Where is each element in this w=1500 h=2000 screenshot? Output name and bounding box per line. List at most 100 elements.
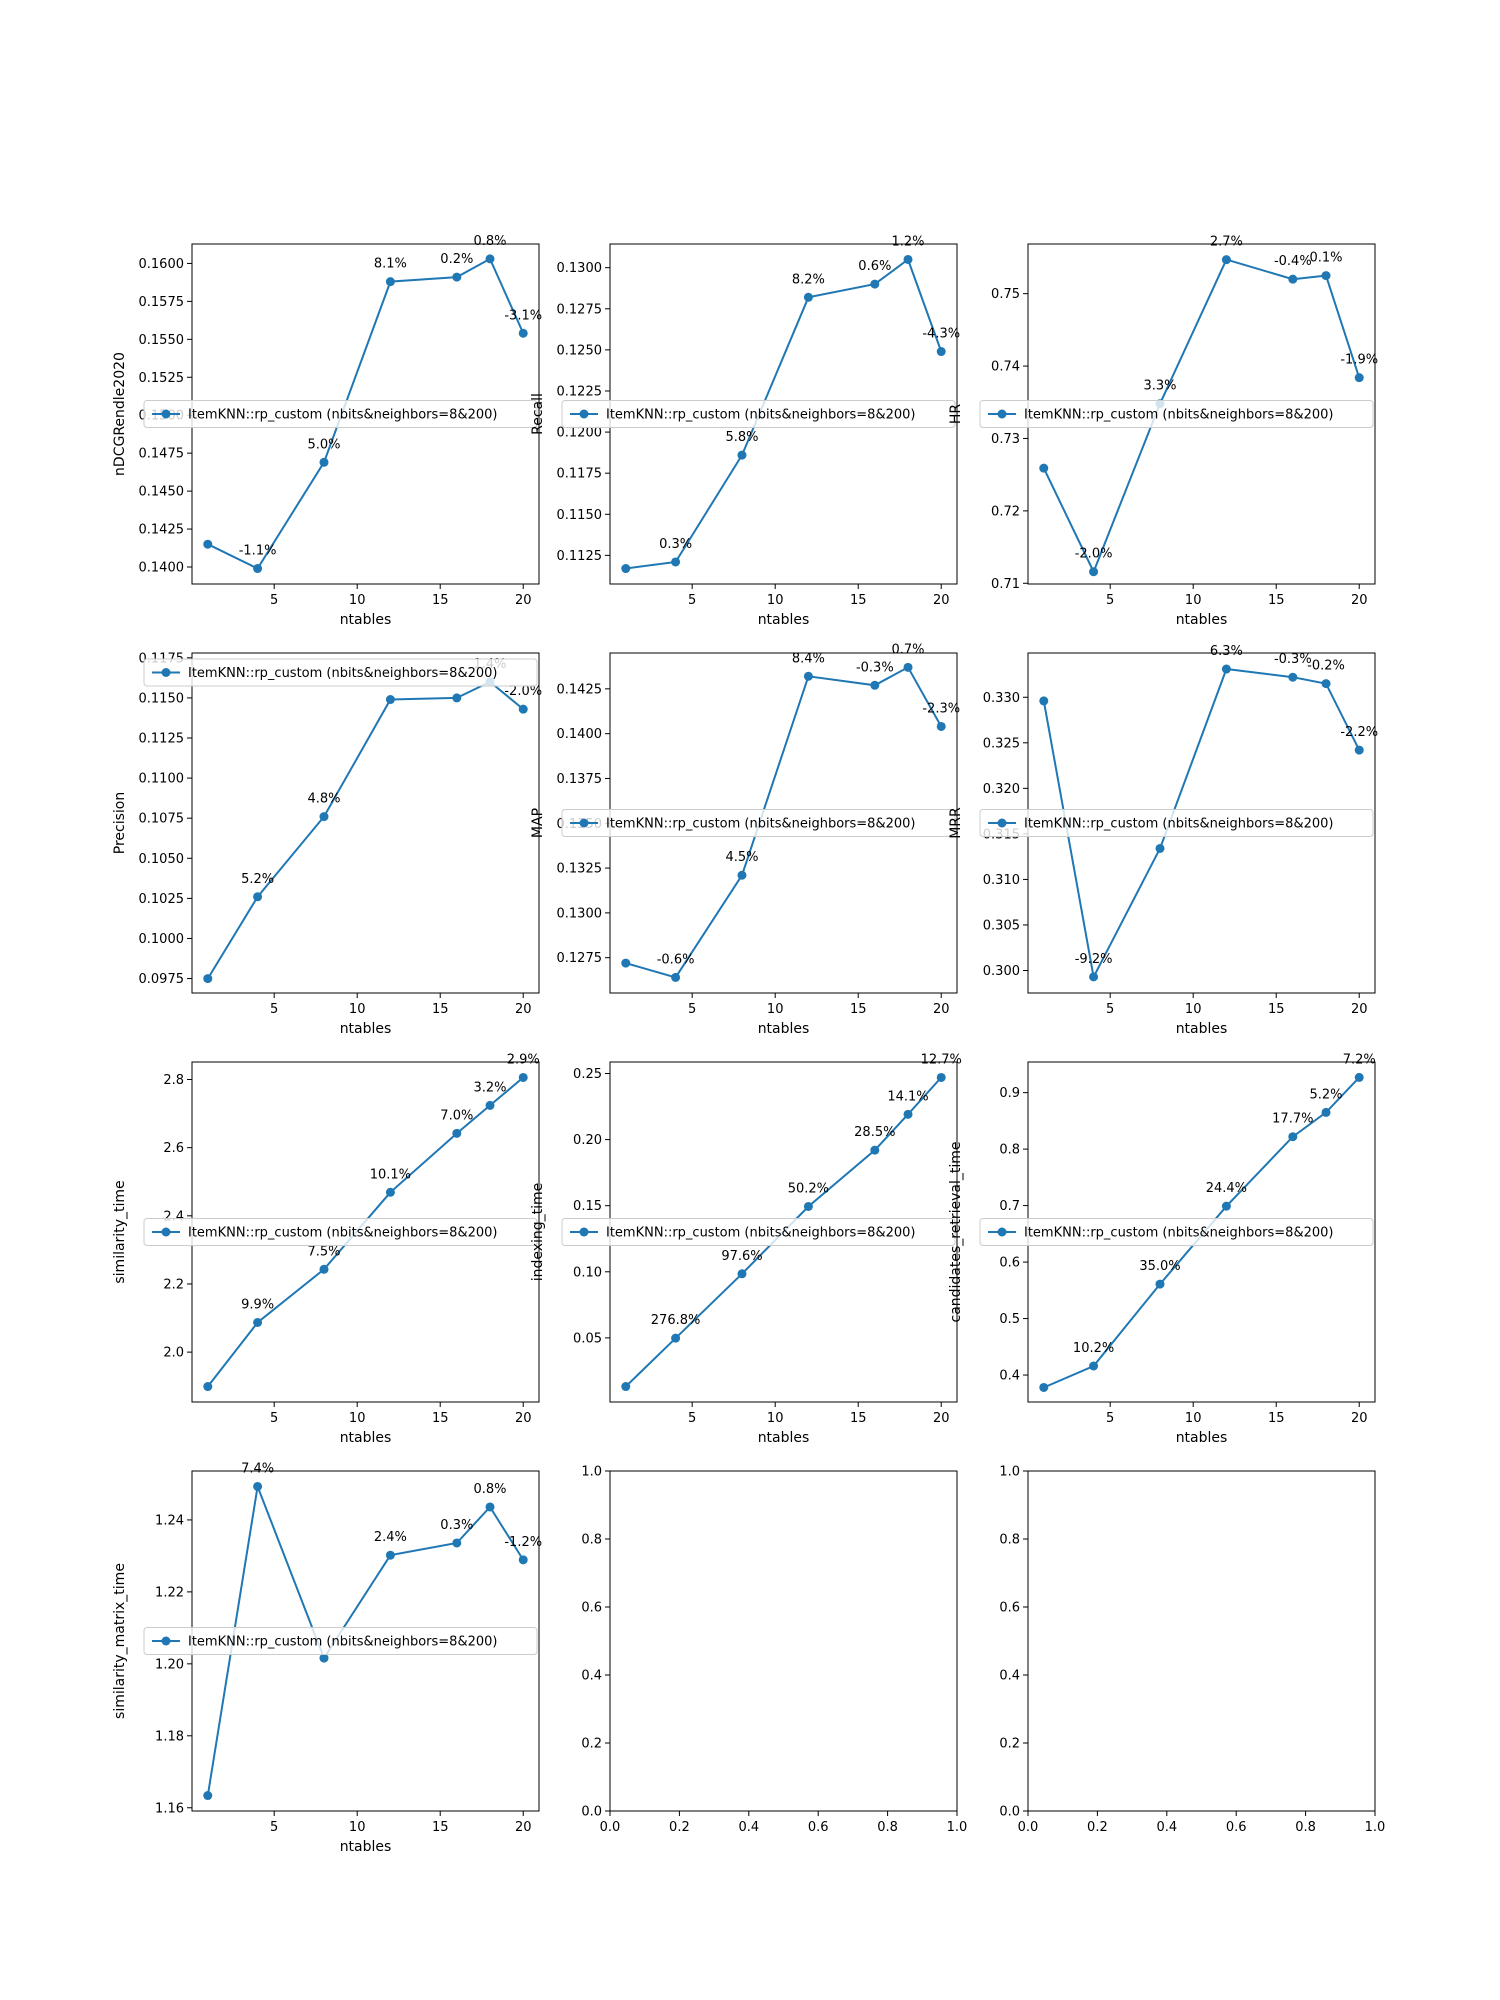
- data-point: [870, 680, 880, 690]
- data-point: [621, 958, 631, 968]
- y-tick-label: 0.0: [581, 1805, 602, 1820]
- y-tick-label: 0.1275: [557, 951, 603, 966]
- y-tick-label: 0.0975: [139, 972, 185, 987]
- x-tick-label: 15: [850, 1002, 867, 1017]
- point-annotation: 5.0%: [307, 437, 340, 452]
- y-tick-label: 0.1300: [557, 261, 603, 276]
- data-point: [1039, 1382, 1049, 1392]
- y-tick-label: 1.0: [999, 1465, 1020, 1480]
- legend-label: ItemKNN::rp_custom (nbits&neighbors=8&20…: [606, 408, 915, 423]
- data-point: [671, 1333, 681, 1343]
- point-annotation: 8.1%: [374, 257, 407, 272]
- point-annotation: 7.5%: [307, 1244, 340, 1259]
- x-tick-label: 0.2: [1087, 1820, 1108, 1835]
- y-tick-label: 0.25: [573, 1067, 602, 1082]
- x-tick-label: 5: [1106, 593, 1114, 608]
- x-tick-label: 15: [432, 1002, 449, 1017]
- y-tick-label: 0.1150: [557, 508, 603, 523]
- x-axis-label: ntables: [758, 1430, 810, 1446]
- point-annotation: -2.2%: [1340, 725, 1378, 740]
- legend-label: ItemKNN::rp_custom (nbits&neighbors=8&20…: [1024, 1226, 1333, 1241]
- legend-label: ItemKNN::rp_custom (nbits&neighbors=8&20…: [1024, 817, 1333, 832]
- data-point: [385, 1550, 395, 1560]
- x-axis-label: ntables: [1176, 612, 1228, 628]
- point-annotation: 12.7%: [921, 1052, 962, 1067]
- point-annotation: 1.2%: [892, 234, 925, 249]
- y-tick-label: 0.1400: [557, 727, 603, 742]
- point-annotation: 276.8%: [651, 1313, 701, 1328]
- data-point: [621, 1382, 631, 1392]
- legend-box: [143, 658, 538, 687]
- y-tick-label: 0.1325: [557, 862, 603, 877]
- x-tick-label: 20: [515, 1411, 532, 1426]
- y-tick-label: 0.15: [573, 1199, 602, 1214]
- legend: ItemKNN::rp_custom (nbits&neighbors=8&20…: [561, 809, 956, 837]
- y-tick-label: 0.4: [581, 1669, 602, 1684]
- subplot-5: 51015200.12750.13000.13250.13500.13750.1…: [530, 642, 960, 1037]
- x-tick-label: 5: [270, 593, 278, 608]
- x-tick-label: 10: [1185, 1002, 1202, 1017]
- point-annotation: 2.4%: [374, 1530, 407, 1545]
- data-point: [903, 662, 913, 672]
- y-tick-label: 0.7: [999, 1199, 1020, 1214]
- point-annotation: 6.3%: [1210, 644, 1243, 659]
- y-tick-label: 0.1575: [139, 295, 185, 310]
- data-point: [518, 328, 528, 338]
- y-tick-label: 1.22: [155, 1585, 184, 1600]
- point-annotation: 97.6%: [721, 1249, 762, 1264]
- legend: ItemKNN::rp_custom (nbits&neighbors=8&20…: [561, 1218, 956, 1246]
- data-point: [253, 564, 263, 574]
- x-tick-label: 5: [1106, 1411, 1114, 1426]
- y-tick-label: 0.1425: [139, 523, 185, 538]
- data-point: [737, 450, 747, 460]
- legend-label: ItemKNN::rp_custom (nbits&neighbors=8&20…: [1024, 408, 1333, 423]
- point-annotation: 8.4%: [792, 651, 825, 666]
- point-annotation: -2.3%: [922, 701, 960, 716]
- y-tick-label: 0.310: [983, 873, 1020, 888]
- legend-label: ItemKNN::rp_custom (nbits&neighbors=8&20…: [188, 666, 497, 681]
- y-tick-label: 0.330: [983, 691, 1020, 706]
- point-annotation: -0.2%: [1307, 659, 1345, 674]
- y-tick-label: 0.325: [983, 736, 1020, 751]
- x-tick-label: 5: [270, 1002, 278, 1017]
- x-tick-label: 20: [933, 593, 950, 608]
- data-point: [803, 671, 813, 681]
- y-tick-label: 0.8: [999, 1143, 1020, 1158]
- point-annotation: 7.0%: [440, 1108, 473, 1123]
- x-tick-label: 5: [688, 593, 696, 608]
- y-axis-label: Precision: [112, 792, 128, 854]
- x-tick-label: 5: [1106, 1002, 1114, 1017]
- data-point: [803, 1201, 813, 1211]
- data-point: [319, 457, 329, 467]
- legend: ItemKNN::rp_custom (nbits&neighbors=8&20…: [143, 1627, 538, 1655]
- data-point: [319, 1653, 329, 1663]
- point-annotation: 3.3%: [1143, 379, 1176, 394]
- x-tick-label: 10: [349, 1002, 366, 1017]
- legend: ItemKNN::rp_custom (nbits&neighbors=8&20…: [979, 809, 1374, 837]
- subplot-3: 5 10 15 20 0.71 0.72 0.73 0.74 0.75 ntables HR -2.0…: [948, 235, 1378, 628]
- x-axis-label: ntables: [340, 612, 392, 628]
- data-point: [621, 564, 631, 574]
- y-tick-label: 0.1375: [557, 772, 603, 787]
- data-point: [452, 693, 462, 703]
- point-annotation: 10.1%: [370, 1167, 411, 1182]
- point-annotation: 4.5%: [725, 850, 758, 865]
- point-annotation: 14.1%: [887, 1089, 928, 1104]
- subplot-8: 5 10 15 20 0.05 0.10 0.15 0.20 0.25 ntables indexi…: [530, 1052, 962, 1446]
- point-annotation: -1.9%: [1340, 353, 1378, 368]
- subplot-12: 0.0 0.2 0.4 0.6 0.8 1.0 0.0 0.2 0.4 0.6 0.8 1.0: [999, 1465, 1385, 1836]
- axes-frame: [609, 1470, 958, 1812]
- y-axis-label: MAP: [530, 808, 546, 838]
- data-point: [203, 539, 213, 549]
- y-tick-label: 0.1150: [139, 691, 185, 706]
- legend-marker: [161, 1227, 171, 1237]
- data-point: [1288, 274, 1298, 284]
- subplot-7: 5 10 15 202.02.22.42.62.8ntablessimilarity_…: [112, 1052, 540, 1446]
- subplot-6: 51015200.3000.3050.3100.3150.3200.3250.3…: [948, 644, 1378, 1037]
- legend: ItemKNN::rp_custom (nbits&neighbors=8&20…: [143, 1218, 538, 1246]
- point-annotation: 0.1%: [1310, 251, 1343, 266]
- series-line: [206, 680, 524, 980]
- point-annotation: 3.2%: [474, 1080, 507, 1095]
- y-tick-label: 0.20: [573, 1133, 602, 1148]
- point-annotation: -0.4%: [1274, 254, 1312, 269]
